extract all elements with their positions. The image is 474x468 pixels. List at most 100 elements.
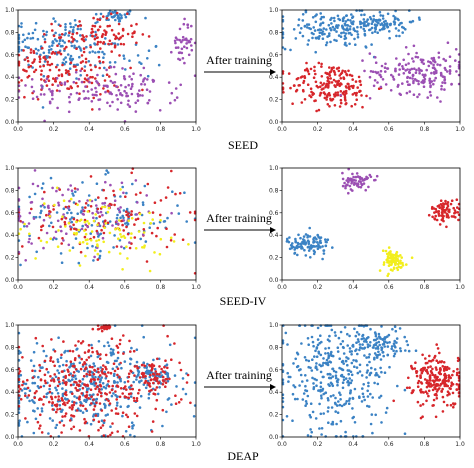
x-tick-label: 0.2 <box>313 126 323 133</box>
point-blue <box>50 392 54 395</box>
point-blue <box>399 347 402 350</box>
point-blue <box>95 397 99 401</box>
point-yellow <box>56 245 60 248</box>
point-red <box>23 95 26 99</box>
point-red <box>65 393 68 397</box>
point-red <box>84 57 88 61</box>
point-red <box>57 68 61 72</box>
point-blue <box>50 44 54 47</box>
point-purple <box>408 83 411 86</box>
y-tick-label: 0.4 <box>5 389 15 396</box>
point-red <box>102 364 105 367</box>
point-red <box>133 365 137 368</box>
point-blue <box>396 384 399 388</box>
point-blue <box>393 325 397 329</box>
point-purple <box>67 110 71 114</box>
point-blue <box>353 421 357 424</box>
point-red <box>42 403 45 406</box>
point-blue <box>91 244 94 248</box>
point-yellow <box>119 233 122 236</box>
point-red <box>345 86 348 89</box>
point-blue <box>121 185 124 189</box>
point-blue <box>363 20 366 24</box>
point-red <box>130 384 133 387</box>
point-red <box>451 373 454 377</box>
point-red <box>306 83 310 86</box>
point-blue <box>314 365 318 368</box>
point-purple <box>448 55 452 58</box>
y-tick-label: 0.2 <box>5 97 15 104</box>
point-purple <box>114 72 118 76</box>
point-purple <box>401 82 404 85</box>
point-red <box>135 414 139 418</box>
point-blue <box>101 74 105 77</box>
point-blue <box>330 328 334 332</box>
y-tick-label: 0.2 <box>269 255 279 262</box>
point-purple <box>87 77 90 80</box>
point-red <box>98 374 102 377</box>
point-blue <box>340 404 344 408</box>
point-red <box>410 364 413 368</box>
point-red <box>330 99 334 102</box>
y-tick-label: 0.4 <box>269 389 279 396</box>
point-red <box>95 385 99 388</box>
point-red <box>449 403 453 407</box>
point-purple <box>83 97 86 100</box>
point-blue <box>104 37 107 40</box>
point-yellow <box>172 240 176 243</box>
axes-frame <box>281 9 461 123</box>
point-blue <box>131 371 135 375</box>
point-red <box>64 376 67 380</box>
point-purple <box>121 67 124 70</box>
point-red <box>431 215 434 219</box>
point-red <box>351 86 355 89</box>
point-blue <box>344 20 348 23</box>
y-tick-label: 0.6 <box>269 367 279 374</box>
point-red <box>419 404 422 407</box>
point-blue <box>361 333 365 337</box>
point-purple <box>443 81 447 85</box>
point-red <box>122 229 125 232</box>
point-blue <box>362 383 366 386</box>
point-red <box>359 89 362 93</box>
point-blue <box>331 375 335 378</box>
point-blue <box>136 54 140 57</box>
point-red <box>434 214 438 218</box>
point-red <box>106 24 109 28</box>
point-blue <box>121 414 124 418</box>
point-red <box>110 409 113 412</box>
point-red <box>325 98 328 101</box>
point-blue <box>324 43 328 47</box>
point-purple <box>427 64 431 68</box>
point-purple <box>352 175 355 179</box>
point-blue <box>29 359 33 362</box>
point-blue <box>113 234 116 237</box>
point-red <box>300 101 304 104</box>
point-red <box>170 358 173 362</box>
point-blue <box>92 259 95 262</box>
point-blue <box>140 62 143 65</box>
point-purple <box>187 39 191 43</box>
point-red <box>338 84 342 88</box>
point-red <box>178 361 181 365</box>
point-red <box>133 412 137 415</box>
point-blue <box>19 263 22 267</box>
y-tick-label: 1.0 <box>269 165 279 172</box>
point-red <box>435 218 439 222</box>
point-red <box>354 80 358 83</box>
point-blue <box>366 343 370 346</box>
point-blue <box>65 359 68 363</box>
point-blue <box>370 22 374 26</box>
point-red <box>62 340 65 343</box>
point-red <box>110 28 114 32</box>
point-red <box>72 414 75 418</box>
point-blue <box>369 422 373 426</box>
arrow-head-icon <box>270 69 276 75</box>
point-red <box>336 83 339 87</box>
point-red <box>38 363 41 367</box>
y-tick-label: 0.0 <box>269 119 279 126</box>
point-yellow <box>84 254 87 258</box>
point-purple <box>361 59 364 62</box>
point-blue <box>284 331 288 335</box>
point-blue <box>74 190 77 194</box>
